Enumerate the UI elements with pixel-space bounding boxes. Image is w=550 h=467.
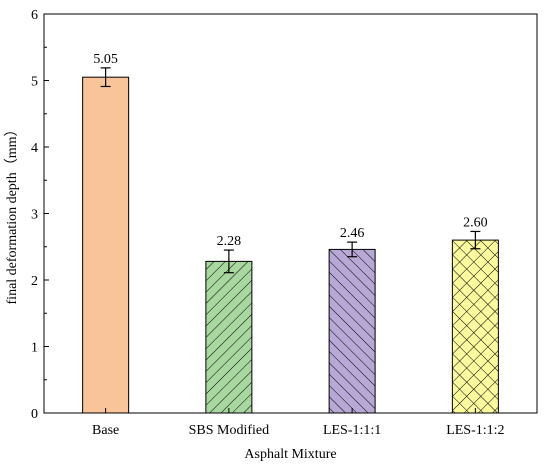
error-bars-group bbox=[100, 67, 481, 274]
y-axis-title: final deformation depth（mm） bbox=[4, 123, 20, 305]
data-label-1: 5.05 bbox=[93, 52, 118, 67]
x-axis-title: Asphalt Mixture bbox=[244, 447, 336, 462]
bar-3 bbox=[328, 248, 376, 414]
y-tick-label-4: 4 bbox=[31, 141, 38, 156]
bars-group bbox=[82, 76, 499, 414]
y-tick-label-0: 0 bbox=[31, 407, 38, 422]
x-tick-label-2: SBS Modified bbox=[189, 423, 270, 438]
x-tick-label-1: Base bbox=[92, 423, 119, 438]
bar-2 bbox=[205, 260, 253, 414]
x-axis-ticks: Base SBS Modified LES-1:1:1 LES-1:1:2 bbox=[92, 408, 505, 438]
data-label-3: 2.46 bbox=[340, 226, 365, 241]
x-tick-label-4: LES-1:1:2 bbox=[446, 423, 504, 438]
bar-1 bbox=[82, 76, 130, 414]
y-tick-label-5: 5 bbox=[31, 75, 38, 90]
y-axis-ticks: 0 1 2 3 4 5 6 bbox=[31, 8, 49, 422]
data-label-2: 2.28 bbox=[217, 234, 242, 249]
y-tick-label-6: 6 bbox=[31, 8, 38, 23]
y-tick-label-2: 2 bbox=[31, 274, 38, 289]
bar-4 bbox=[451, 239, 499, 414]
x-tick-label-3: LES-1:1:1 bbox=[323, 423, 381, 438]
y-tick-label-1: 1 bbox=[31, 341, 38, 356]
y-tick-label-3: 3 bbox=[31, 208, 38, 223]
data-labels-group: 5.05 2.28 2.46 2.60 bbox=[93, 52, 487, 249]
data-label-4: 2.60 bbox=[463, 215, 488, 230]
